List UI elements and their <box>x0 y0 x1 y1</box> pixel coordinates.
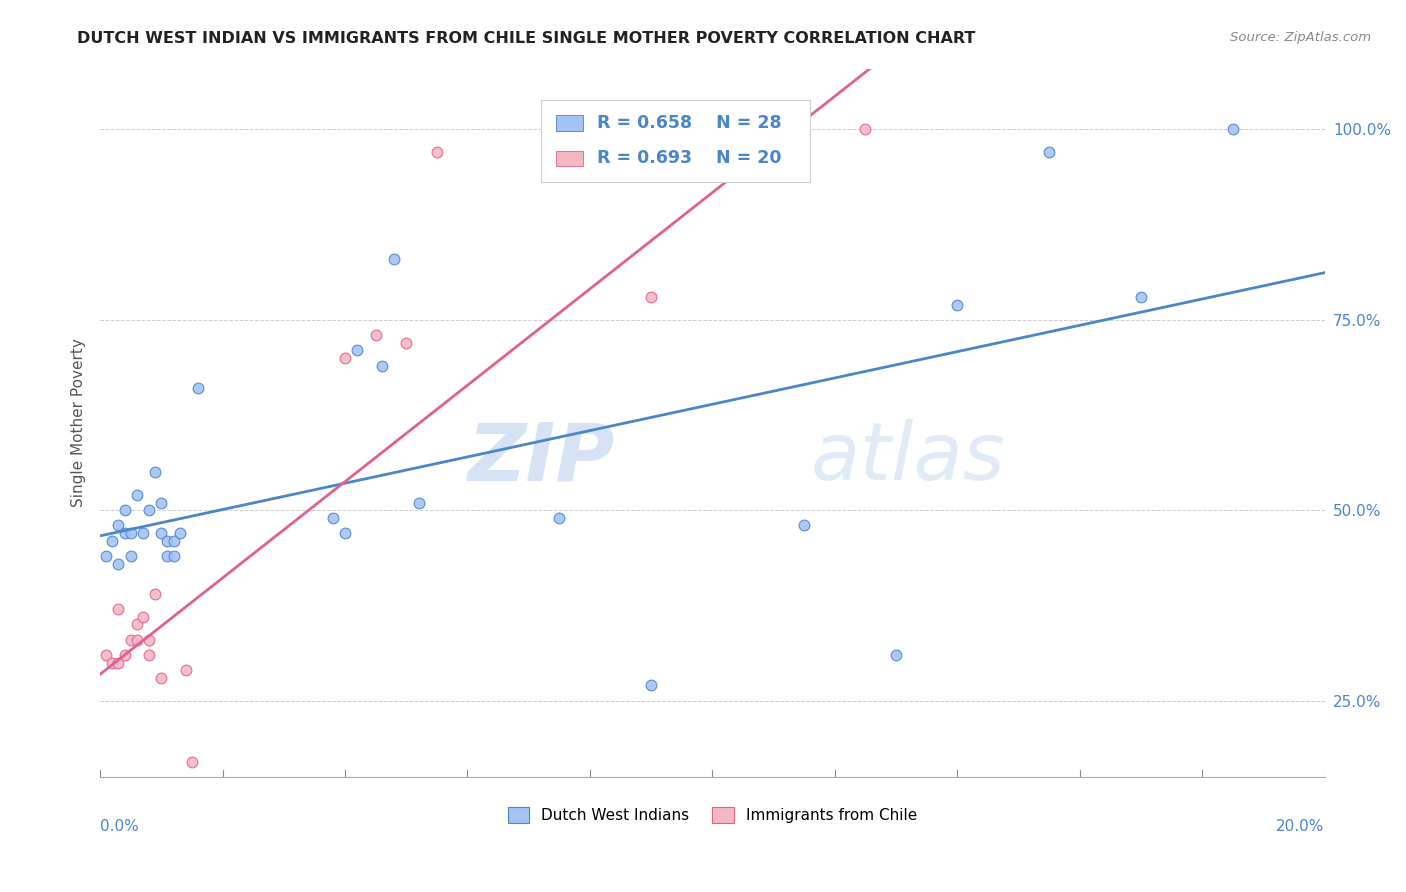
Text: 20.0%: 20.0% <box>1277 819 1324 834</box>
Point <box>640 678 662 692</box>
Text: R = 0.658    N = 28: R = 0.658 N = 28 <box>598 114 782 132</box>
Legend: Dutch West Indians, Immigrants from Chile: Dutch West Indians, Immigrants from Chil… <box>502 801 924 830</box>
Point <box>382 252 405 266</box>
Point <box>120 549 142 563</box>
Point <box>364 328 387 343</box>
FancyBboxPatch shape <box>541 101 810 182</box>
Point <box>346 343 368 358</box>
Point <box>143 465 166 479</box>
Point <box>793 518 815 533</box>
Point <box>1130 290 1153 304</box>
Point <box>162 549 184 563</box>
Point <box>322 511 344 525</box>
Point <box>548 511 571 525</box>
Point <box>333 526 356 541</box>
Point <box>107 557 129 571</box>
Point <box>333 819 356 833</box>
Y-axis label: Single Mother Poverty: Single Mother Poverty <box>72 338 86 507</box>
Point <box>640 290 662 304</box>
Point <box>946 297 969 311</box>
Point <box>150 671 173 685</box>
Point <box>156 533 179 548</box>
Point <box>156 549 179 563</box>
Point <box>181 755 204 769</box>
Text: 0.0%: 0.0% <box>100 819 139 834</box>
Point <box>138 503 160 517</box>
Point <box>408 495 430 509</box>
Point <box>107 602 129 616</box>
Point <box>395 335 418 350</box>
Point <box>143 587 166 601</box>
FancyBboxPatch shape <box>555 151 582 166</box>
Point <box>125 617 148 632</box>
Point <box>162 533 184 548</box>
Point <box>114 526 136 541</box>
Point <box>107 518 129 533</box>
Point <box>174 663 197 677</box>
Text: ZIP: ZIP <box>467 419 614 497</box>
Point <box>138 632 160 647</box>
Point <box>855 122 877 136</box>
Point <box>114 648 136 662</box>
Point <box>107 656 129 670</box>
Point <box>125 488 148 502</box>
FancyBboxPatch shape <box>555 115 582 131</box>
Point <box>169 526 191 541</box>
Text: Source: ZipAtlas.com: Source: ZipAtlas.com <box>1230 31 1371 45</box>
Point <box>884 648 907 662</box>
Point <box>333 351 356 365</box>
Point <box>150 526 173 541</box>
Point <box>187 381 209 395</box>
Text: atlas: atlas <box>810 419 1005 497</box>
Point <box>1038 145 1060 160</box>
Point <box>125 632 148 647</box>
Text: R = 0.693    N = 20: R = 0.693 N = 20 <box>598 150 782 168</box>
Point <box>371 359 394 373</box>
Point <box>120 632 142 647</box>
Point <box>132 526 155 541</box>
Point <box>96 549 118 563</box>
Text: DUTCH WEST INDIAN VS IMMIGRANTS FROM CHILE SINGLE MOTHER POVERTY CORRELATION CHA: DUTCH WEST INDIAN VS IMMIGRANTS FROM CHI… <box>77 31 976 46</box>
Point <box>1222 122 1244 136</box>
Point <box>132 610 155 624</box>
Point <box>101 533 124 548</box>
Point <box>96 648 118 662</box>
Point <box>114 503 136 517</box>
Point <box>150 495 173 509</box>
Point <box>426 145 449 160</box>
Point <box>138 648 160 662</box>
Point <box>101 656 124 670</box>
Point <box>120 526 142 541</box>
